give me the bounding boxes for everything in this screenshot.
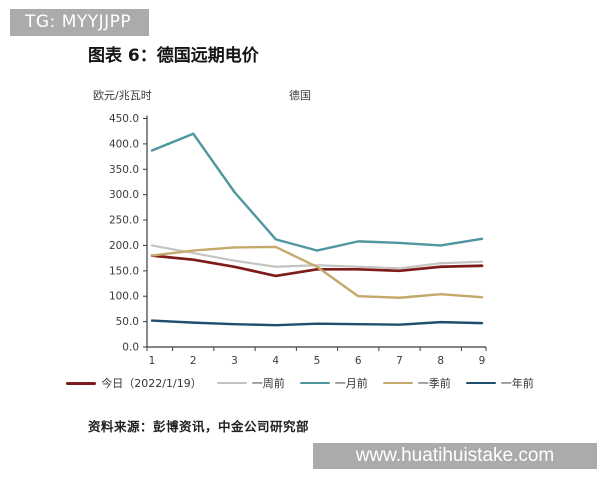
x-tick-label: 2 (190, 355, 197, 367)
telegram-watermark-badge: TG: MYYJJPP (10, 9, 150, 36)
y-tick-label: 200.0 (109, 240, 139, 252)
series-line-3 (150, 245, 484, 299)
source-note: 资料来源：彭博资讯，中金公司研究部 (88, 419, 310, 434)
legend-item: 一季前 (382, 375, 451, 391)
chart-title: 图表 6：德国远期电价 (88, 46, 259, 66)
y-tick-label: 450.0 (109, 113, 139, 125)
series-region-label: 德国 (289, 89, 311, 102)
legend-swatch (465, 381, 496, 385)
site-watermark: www.huatihuistake.com (313, 443, 597, 469)
x-tick-label: 5 (314, 355, 321, 367)
legend-label: 一周前 (251, 377, 285, 390)
y-tick-label: 250.0 (109, 215, 139, 227)
y-tick-label: 50.0 (116, 316, 139, 328)
legend-swatch (299, 381, 330, 385)
legend-label: 今日（2022/1/19） (101, 377, 202, 390)
legend-item: 一月前 (299, 375, 368, 391)
y-axis-unit-label: 欧元/兆瓦时 (93, 89, 152, 102)
legend-swatch (216, 381, 247, 385)
y-tick-label: 350.0 (109, 164, 139, 176)
y-tick-label: 100.0 (109, 291, 139, 303)
legend-item: 一周前 (216, 375, 285, 391)
series-line-0 (150, 254, 484, 278)
x-tick-label: 7 (396, 355, 403, 367)
legend-item: 今日（2022/1/19） (66, 375, 202, 391)
y-tick-label: 0.0 (122, 342, 139, 354)
y-tick-label: 400.0 (109, 138, 139, 150)
y-tick-label: 150.0 (109, 265, 139, 277)
x-tick-label: 3 (231, 355, 238, 367)
legend-label: 一年前 (500, 377, 534, 390)
y-tick-label: 300.0 (109, 189, 139, 201)
x-tick-label: 4 (272, 355, 279, 367)
legend-label: 一季前 (417, 377, 451, 390)
legend-item: 一年前 (465, 375, 534, 391)
legend-swatch (66, 381, 97, 385)
series-line-2 (150, 132, 484, 252)
x-tick-label: 9 (479, 355, 486, 367)
legend-swatch (382, 381, 413, 385)
series-line-4 (150, 319, 484, 327)
legend-label: 一月前 (334, 377, 368, 390)
series-line-1 (150, 244, 484, 270)
x-tick-label: 6 (355, 355, 362, 367)
x-tick-label: 1 (149, 355, 156, 367)
chart-legend: 今日（2022/1/19） 一周前 一月前 一季前 一年前 (0, 375, 600, 391)
x-tick-label: 8 (437, 355, 444, 367)
